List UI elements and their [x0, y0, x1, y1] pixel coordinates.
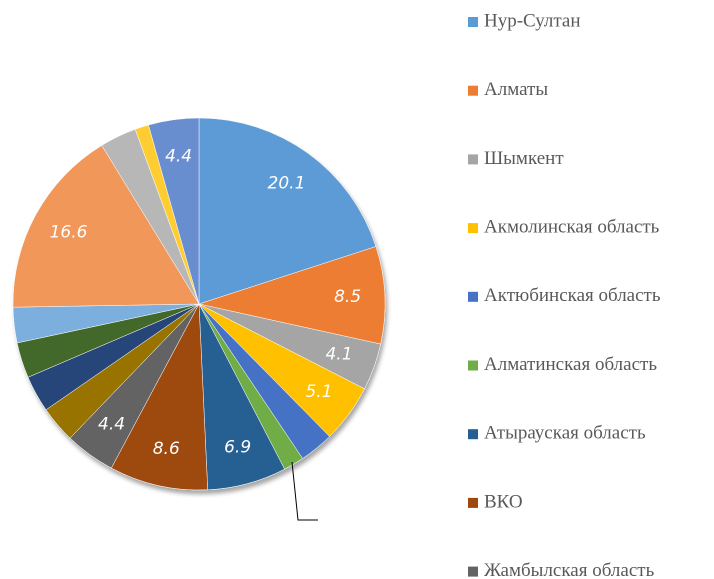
legend-label: ВКО — [484, 491, 523, 512]
legend-label: Алматинская область — [484, 354, 657, 375]
legend-label: Акмолинская область — [484, 216, 660, 237]
data-label: 5.1 — [305, 382, 332, 402]
legend-swatch — [468, 429, 478, 440]
legend-label: Нур-Султан — [484, 10, 581, 31]
legend-label: Шымкент — [484, 148, 564, 169]
legend-swatch — [468, 17, 478, 27]
data-label: 16.6 — [50, 222, 88, 242]
data-label: 6.9 — [224, 438, 251, 458]
legend-swatch — [468, 360, 478, 371]
data-label: 4.4 — [98, 414, 125, 434]
pie-slice — [198, 117, 377, 305]
pie-slice — [198, 246, 386, 345]
pie-slice — [12, 145, 200, 308]
legend-swatch — [468, 566, 478, 577]
legend-label: Жамбылская область — [484, 560, 655, 579]
legend-swatch — [468, 154, 478, 165]
data-label: 20.1 — [268, 174, 306, 194]
pie — [12, 117, 386, 491]
leader-line — [291, 461, 318, 521]
legend-swatch — [468, 291, 478, 302]
data-label: 8.6 — [153, 439, 180, 459]
pie-slice — [148, 117, 200, 305]
legend-swatch — [468, 85, 478, 96]
data-label: 8.5 — [334, 287, 361, 307]
pie-slice — [110, 303, 208, 491]
legend-label: Актюбинская область — [484, 285, 661, 306]
data-label: 4.4 — [165, 147, 192, 167]
data-label: 4.1 — [325, 344, 352, 364]
legend-label: Алматы — [484, 79, 548, 100]
legend-swatch — [468, 223, 478, 234]
legend-swatch — [468, 497, 478, 508]
legend-label: Атырауская область — [484, 423, 646, 444]
